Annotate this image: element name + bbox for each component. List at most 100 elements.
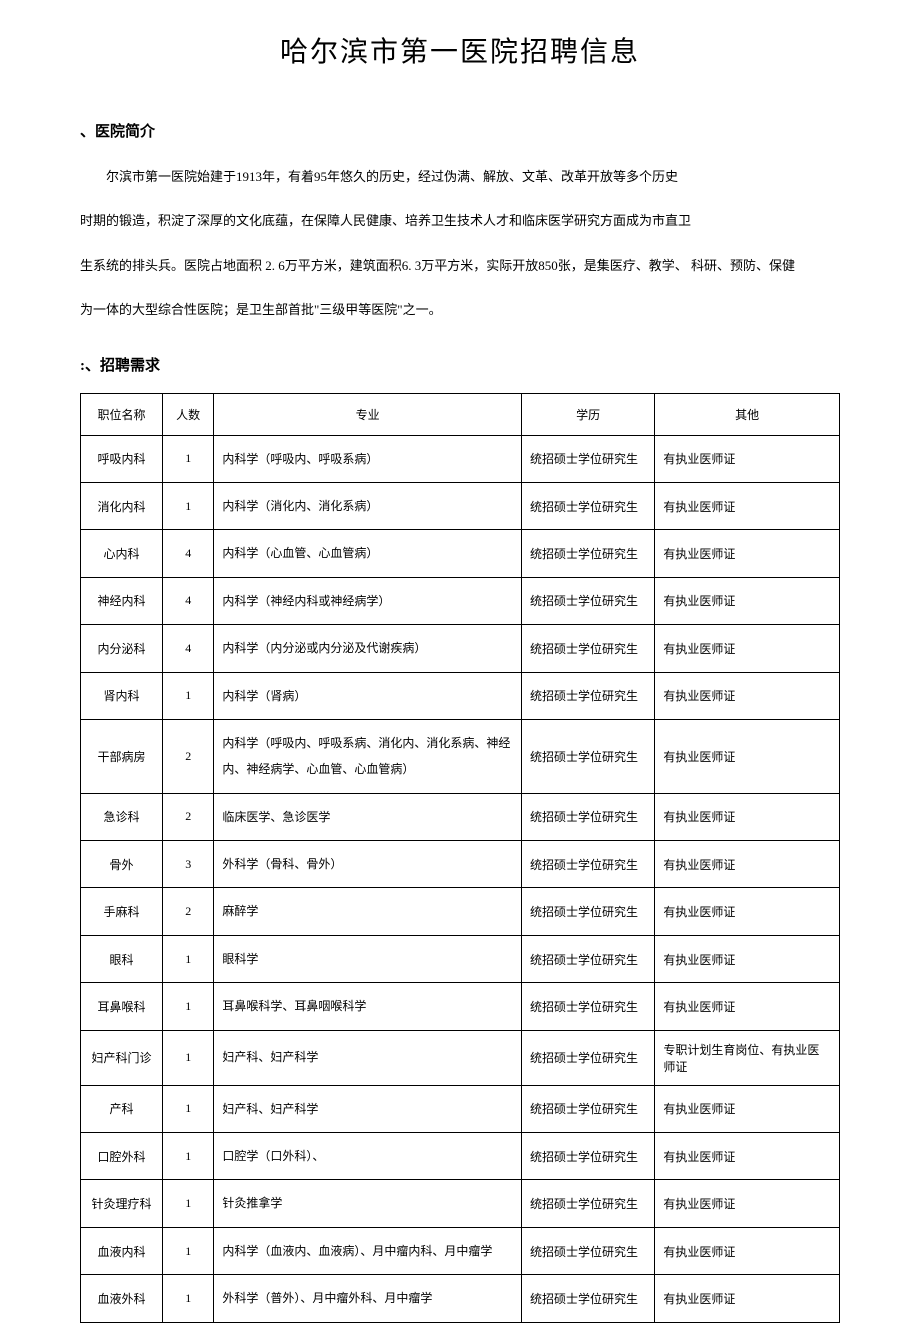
cell-major: 口腔学（口外科）、 bbox=[214, 1133, 522, 1180]
cell-position: 干部病房 bbox=[81, 719, 163, 793]
table-row: 手麻科2麻醉学统招硕士学位研究生有执业医师证 bbox=[81, 888, 840, 935]
table-row: 消化内科1内科学（消化内、消化系病）统招硕士学位研究生有执业医师证 bbox=[81, 482, 840, 529]
section-2-heading: :、招聘需求 bbox=[80, 354, 840, 375]
cell-major: 外科学（普外）、月中瘤外科、月中瘤学 bbox=[214, 1275, 522, 1322]
cell-degree: 统招硕士学位研究生 bbox=[522, 1133, 655, 1180]
cell-major: 内科学（消化内、消化系病） bbox=[214, 482, 522, 529]
cell-count: 1 bbox=[163, 1085, 214, 1132]
cell-other: 有执业医师证 bbox=[655, 1085, 840, 1132]
section-1-heading: 、医院简介 bbox=[80, 120, 840, 141]
cell-position: 手麻科 bbox=[81, 888, 163, 935]
cell-degree: 统招硕士学位研究生 bbox=[522, 1275, 655, 1322]
cell-major: 内科学（神经内科或神经病学） bbox=[214, 577, 522, 624]
header-degree: 学历 bbox=[522, 393, 655, 435]
cell-degree: 统招硕士学位研究生 bbox=[522, 935, 655, 982]
cell-position: 口腔外科 bbox=[81, 1133, 163, 1180]
cell-major: 内科学（肾病） bbox=[214, 672, 522, 719]
cell-count: 1 bbox=[163, 1133, 214, 1180]
cell-position: 骨外 bbox=[81, 841, 163, 888]
cell-degree: 统招硕士学位研究生 bbox=[522, 719, 655, 793]
cell-position: 血液外科 bbox=[81, 1275, 163, 1322]
cell-position: 消化内科 bbox=[81, 482, 163, 529]
cell-position: 神经内科 bbox=[81, 577, 163, 624]
cell-position: 眼科 bbox=[81, 935, 163, 982]
content-container: 、医院简介 尔滨市第一医院始建于1913年，有着95年悠久的历史，经过伪满、解放… bbox=[0, 120, 920, 1323]
cell-degree: 统招硕士学位研究生 bbox=[522, 435, 655, 482]
cell-degree: 统招硕士学位研究生 bbox=[522, 1227, 655, 1274]
intro-paragraph-2: 时期的锻造，积淀了深厚的文化底蕴，在保障人民健康、培养卫生技术人才和临床医学研究… bbox=[80, 203, 840, 239]
cell-position: 呼吸内科 bbox=[81, 435, 163, 482]
cell-position: 肾内科 bbox=[81, 672, 163, 719]
cell-count: 2 bbox=[163, 793, 214, 840]
page-title: 哈尔滨市第一医院招聘信息 bbox=[0, 30, 920, 70]
table-row: 针灸理疗科1针灸推拿学统招硕士学位研究生有执业医师证 bbox=[81, 1180, 840, 1227]
cell-other: 有执业医师证 bbox=[655, 625, 840, 672]
cell-count: 1 bbox=[163, 1227, 214, 1274]
cell-count: 2 bbox=[163, 719, 214, 793]
cell-other: 有执业医师证 bbox=[655, 1275, 840, 1322]
intro-paragraph-1: 尔滨市第一医院始建于1913年，有着95年悠久的历史，经过伪满、解放、文革、改革… bbox=[80, 159, 840, 195]
cell-other: 有执业医师证 bbox=[655, 482, 840, 529]
cell-count: 1 bbox=[163, 672, 214, 719]
cell-major: 内科学（呼吸内、呼吸系病、消化内、消化系病、神经内、神经病学、心血管、心血管病） bbox=[214, 719, 522, 793]
cell-degree: 统招硕士学位研究生 bbox=[522, 530, 655, 577]
recruitment-table: 职位名称 人数 专业 学历 其他 呼吸内科1内科学（呼吸内、呼吸系病）统招硕士学… bbox=[80, 393, 840, 1323]
intro-paragraph-3: 生系统的排头兵。医院占地面积 2. 6万平方米，建筑面积6. 3万平方米，实际开… bbox=[80, 248, 840, 284]
cell-major: 眼科学 bbox=[214, 935, 522, 982]
cell-degree: 统招硕士学位研究生 bbox=[522, 625, 655, 672]
cell-position: 针灸理疗科 bbox=[81, 1180, 163, 1227]
header-major: 专业 bbox=[214, 393, 522, 435]
cell-count: 1 bbox=[163, 1275, 214, 1322]
cell-major: 内科学（呼吸内、呼吸系病） bbox=[214, 435, 522, 482]
cell-major: 麻醉学 bbox=[214, 888, 522, 935]
cell-degree: 统招硕士学位研究生 bbox=[522, 672, 655, 719]
table-row: 血液外科1外科学（普外）、月中瘤外科、月中瘤学统招硕士学位研究生有执业医师证 bbox=[81, 1275, 840, 1322]
cell-other: 有执业医师证 bbox=[655, 530, 840, 577]
cell-count: 3 bbox=[163, 841, 214, 888]
cell-degree: 统招硕士学位研究生 bbox=[522, 577, 655, 624]
header-count: 人数 bbox=[163, 393, 214, 435]
cell-degree: 统招硕士学位研究生 bbox=[522, 482, 655, 529]
table-row: 内分泌科4内科学（内分泌或内分泌及代谢疾病）统招硕士学位研究生有执业医师证 bbox=[81, 625, 840, 672]
cell-other: 有执业医师证 bbox=[655, 1180, 840, 1227]
cell-major: 内科学（血液内、血液病）、月中瘤内科、月中瘤学 bbox=[214, 1227, 522, 1274]
cell-other: 有执业医师证 bbox=[655, 983, 840, 1030]
table-header-row: 职位名称 人数 专业 学历 其他 bbox=[81, 393, 840, 435]
table-body: 呼吸内科1内科学（呼吸内、呼吸系病）统招硕士学位研究生有执业医师证消化内科1内科… bbox=[81, 435, 840, 1322]
cell-position: 急诊科 bbox=[81, 793, 163, 840]
cell-major: 内科学（心血管、心血管病） bbox=[214, 530, 522, 577]
cell-degree: 统招硕士学位研究生 bbox=[522, 888, 655, 935]
header-other: 其他 bbox=[655, 393, 840, 435]
cell-other: 有执业医师证 bbox=[655, 1133, 840, 1180]
cell-major: 内科学（内分泌或内分泌及代谢疾病） bbox=[214, 625, 522, 672]
cell-count: 1 bbox=[163, 435, 214, 482]
cell-other: 有执业医师证 bbox=[655, 935, 840, 982]
cell-major: 临床医学、急诊医学 bbox=[214, 793, 522, 840]
cell-position: 产科 bbox=[81, 1085, 163, 1132]
cell-other: 有执业医师证 bbox=[655, 793, 840, 840]
cell-position: 血液内科 bbox=[81, 1227, 163, 1274]
cell-degree: 统招硕士学位研究生 bbox=[522, 1180, 655, 1227]
cell-count: 1 bbox=[163, 1180, 214, 1227]
cell-degree: 统招硕士学位研究生 bbox=[522, 1085, 655, 1132]
table-row: 呼吸内科1内科学（呼吸内、呼吸系病）统招硕士学位研究生有执业医师证 bbox=[81, 435, 840, 482]
table-row: 血液内科1内科学（血液内、血液病）、月中瘤内科、月中瘤学统招硕士学位研究生有执业… bbox=[81, 1227, 840, 1274]
cell-count: 4 bbox=[163, 577, 214, 624]
table-row: 心内科4内科学（心血管、心血管病）统招硕士学位研究生有执业医师证 bbox=[81, 530, 840, 577]
intro-paragraph-4: 为一体的大型综合性医院；是卫生部首批"三级甲等医院"之一。 bbox=[80, 292, 840, 328]
table-row: 肾内科1内科学（肾病）统招硕士学位研究生有执业医师证 bbox=[81, 672, 840, 719]
header-position: 职位名称 bbox=[81, 393, 163, 435]
cell-count: 1 bbox=[163, 935, 214, 982]
cell-other: 有执业医师证 bbox=[655, 719, 840, 793]
cell-degree: 统招硕士学位研究生 bbox=[522, 793, 655, 840]
table-row: 眼科1眼科学统招硕士学位研究生有执业医师证 bbox=[81, 935, 840, 982]
cell-count: 4 bbox=[163, 625, 214, 672]
table-row: 骨外3外科学（骨科、骨外）统招硕士学位研究生有执业医师证 bbox=[81, 841, 840, 888]
cell-position: 耳鼻喉科 bbox=[81, 983, 163, 1030]
cell-count: 1 bbox=[163, 482, 214, 529]
table-row: 口腔外科1口腔学（口外科）、统招硕士学位研究生有执业医师证 bbox=[81, 1133, 840, 1180]
cell-other: 有执业医师证 bbox=[655, 1227, 840, 1274]
cell-position: 内分泌科 bbox=[81, 625, 163, 672]
cell-count: 1 bbox=[163, 983, 214, 1030]
cell-major: 外科学（骨科、骨外） bbox=[214, 841, 522, 888]
